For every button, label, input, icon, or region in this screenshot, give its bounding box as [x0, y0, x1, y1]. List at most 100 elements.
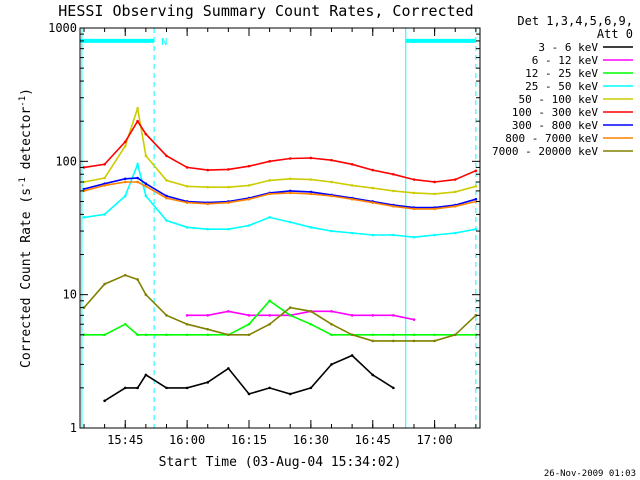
plot-frame: [79, 27, 481, 429]
series-4-point: [392, 189, 395, 193]
series-4-point: [453, 190, 457, 194]
y-axis-label-main: Corrected Count Rate (s: [19, 188, 34, 368]
series-3-point: [144, 194, 148, 198]
series-7-point: [288, 191, 292, 195]
series-0-point: [330, 363, 333, 366]
series-4-point: [206, 185, 210, 189]
y-tick-label: 1000: [48, 21, 77, 35]
series-1-point: [247, 314, 251, 317]
legend-entry-label: 800 - 7000 keV: [505, 132, 598, 145]
series-0-point: [288, 392, 292, 396]
series-8-point: [136, 278, 139, 281]
series-0-point: [350, 354, 354, 357]
series-3-point: [227, 227, 230, 231]
legend-entry-label: 3 - 6 keV: [538, 41, 598, 54]
series-7-point: [474, 200, 478, 203]
series-3-point: [453, 231, 457, 235]
series-0-point: [165, 386, 168, 390]
series-4-point: [288, 177, 292, 181]
series-6-point: [165, 194, 168, 198]
series-4-point: [136, 106, 139, 110]
series-3-point: [123, 194, 127, 198]
series-8-point: [185, 322, 189, 326]
series-5-point: [433, 180, 436, 184]
series-7-point: [268, 192, 271, 196]
x-axis-label: Start Time (03-Aug-04 15:34:02): [159, 455, 402, 470]
series-2-point: [185, 333, 189, 337]
series-3-point: [165, 219, 168, 222]
legend-entry-label: 50 - 100 keV: [519, 93, 599, 106]
series-3-point: [433, 233, 436, 237]
axes: 1 10 100 1000 15:45 16:00 16:15 16:30 16:45 17:00: [48, 21, 480, 447]
series-6-point: [123, 177, 127, 181]
series-7-point: [123, 180, 127, 184]
x-tick-label: 15:45: [107, 433, 143, 447]
series-7-point: [136, 180, 139, 184]
series-7-point: [453, 204, 457, 208]
series-8-point: [350, 333, 354, 337]
series-5-point: [350, 163, 354, 166]
series-8-point: [330, 322, 333, 326]
series-8-point: [144, 293, 148, 296]
series-4-point: [474, 184, 478, 188]
series-2-point: [288, 314, 292, 317]
x-tick-label: 16:00: [169, 433, 205, 447]
series-0-point: [185, 386, 189, 390]
series-3-point: [103, 213, 106, 216]
legend-entry-label: 25 - 50 keV: [525, 80, 598, 93]
series-4-point: [247, 184, 251, 187]
series-0-point: [227, 367, 230, 370]
series-2-point: [412, 333, 416, 337]
series-4-point: [123, 144, 127, 148]
series-8-point: [206, 327, 210, 331]
series-3-point: [474, 227, 478, 231]
series-6-point: [82, 187, 86, 191]
series-3-point: [371, 233, 375, 237]
series-1-point: [371, 314, 375, 317]
series-6-point: [288, 189, 292, 193]
series-6-point: [474, 197, 478, 201]
series-7-point: [247, 197, 251, 201]
series-4-point: [185, 184, 189, 188]
series-3-point: [392, 233, 395, 237]
series-7-point: [412, 207, 416, 211]
series-8-point: [309, 310, 313, 313]
series-3-point: [206, 227, 210, 231]
legend-entry-label: 100 - 300 keV: [512, 106, 598, 119]
series-1-point: [392, 314, 395, 317]
series-7-point: [371, 201, 375, 204]
series-7-point: [330, 194, 333, 198]
series-5-point: [392, 172, 395, 176]
series-5-point: [412, 178, 416, 181]
series-8-point: [453, 333, 457, 337]
series-5-point: [206, 168, 210, 172]
series-0-point: [123, 386, 127, 390]
series-2-point: [206, 333, 210, 337]
x-tick-label: 16:15: [231, 433, 267, 447]
series-3-point: [185, 226, 189, 229]
y-axis-label-end: ): [19, 88, 34, 96]
series-4-point: [371, 186, 375, 190]
legend-entry-label: 7000 - 20000 keV: [492, 145, 598, 158]
series-8-point: [165, 314, 168, 317]
series-5-point: [227, 168, 230, 171]
y-axis-label-mid: detector: [19, 107, 34, 178]
series-line-1: [187, 310, 415, 321]
plot-area: N: [79, 28, 478, 428]
series-5-point: [136, 119, 139, 123]
series-4-point: [103, 176, 106, 180]
series-5-point: [474, 169, 478, 173]
series-3-point: [247, 224, 251, 227]
series-3-point: [82, 216, 86, 219]
y-axis-label: Corrected Count Rate (s-1 detector-1): [18, 88, 34, 368]
legend-entry-label: 12 - 25 keV: [525, 67, 598, 80]
series-2-point: [433, 333, 436, 337]
series-8-point: [123, 273, 127, 277]
series-3-point: [330, 229, 333, 233]
legend-entry-label: 6 - 12 keV: [532, 54, 599, 67]
x-tick-label: 16:30: [293, 433, 329, 447]
series-5-point: [185, 166, 189, 169]
series-5-point: [247, 164, 251, 168]
